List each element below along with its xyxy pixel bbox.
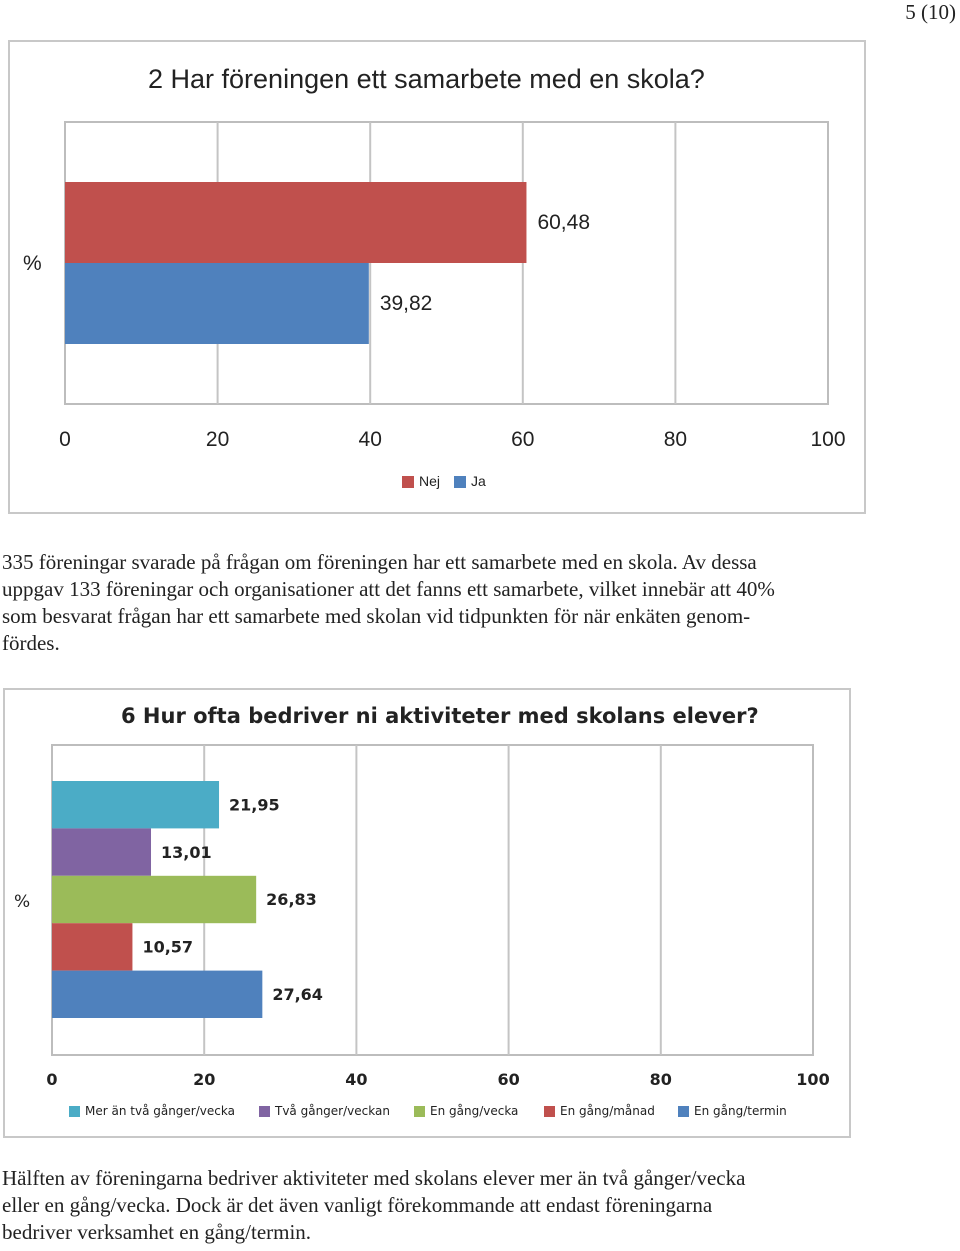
- y-axis-label: %: [14, 892, 30, 912]
- bar: [65, 182, 527, 263]
- legend-swatch: [402, 476, 414, 488]
- bar: [52, 781, 220, 829]
- chart-title: 2 Har föreningen ett samarbete med en sk…: [148, 64, 705, 94]
- legend-swatch: [544, 1106, 555, 1117]
- paragraph-activities: Hälften av föreningarna bedriver aktivit…: [2, 1165, 957, 1246]
- bar-data-label: 39,82: [380, 292, 433, 315]
- paragraph2-line: Hälften av föreningarna bedriver aktivit…: [2, 1166, 746, 1190]
- paragraph2-line: eller en gång/vecka. Dock är det även va…: [2, 1193, 713, 1217]
- x-tick-label: 40: [345, 1070, 367, 1089]
- bar: [52, 970, 263, 1018]
- x-tick-label: 20: [193, 1070, 215, 1089]
- x-tick-label: 60: [511, 428, 534, 451]
- paragraph1-line: fördes.: [2, 631, 60, 655]
- bar-data-label: 10,57: [142, 938, 193, 957]
- chart-school-cooperation: 2 Har föreningen ett samarbete med en sk…: [8, 40, 866, 514]
- paragraph1-line: som besvarat frågan har ett samarbete me…: [2, 604, 751, 628]
- y-axis-label: %: [23, 252, 42, 275]
- legend-label: En gång/termin: [694, 1104, 787, 1118]
- legend-swatch: [259, 1106, 270, 1117]
- legend-label: Mer än två gånger/vecka: [85, 1104, 235, 1118]
- chart-title: 6 Hur ofta bedriver ni aktiviteter med s…: [121, 704, 759, 728]
- bar-data-label: 27,64: [272, 985, 323, 1004]
- paragraph-cooperation: 335 föreningar svarade på frågan om före…: [2, 549, 957, 657]
- legend-swatch: [454, 476, 466, 488]
- bar-data-label: 13,01: [161, 843, 212, 862]
- chart-school-cooperation-svg: 2 Har föreningen ett samarbete med en sk…: [23, 64, 846, 489]
- x-tick-label: 0: [46, 1070, 57, 1089]
- legend-swatch: [69, 1106, 80, 1117]
- x-tick-label: 20: [206, 428, 229, 451]
- x-tick-label: 80: [650, 1070, 672, 1089]
- legend-label: Ja: [471, 473, 486, 489]
- x-tick-label: 60: [497, 1070, 519, 1089]
- chart-activity-frequency-svg: 6 Hur ofta bedriver ni aktiviteter med s…: [14, 704, 830, 1118]
- bar-data-label: 60,48: [537, 211, 590, 234]
- x-tick-label: 100: [810, 428, 845, 451]
- legend-label: En gång/vecka: [430, 1104, 518, 1118]
- chart-activity-frequency: 6 Hur ofta bedriver ni aktiviteter med s…: [3, 688, 851, 1138]
- paragraph1-line: 335 föreningar svarade på frågan om före…: [2, 550, 757, 574]
- x-tick-label: 40: [359, 428, 382, 451]
- legend-label: Två gånger/veckan: [274, 1104, 390, 1118]
- bar: [52, 875, 257, 924]
- x-tick-label: 80: [664, 428, 687, 451]
- bar-data-label: 26,83: [266, 890, 317, 909]
- paragraph2-line: bedriver verksamhet en gång/termin.: [2, 1220, 312, 1244]
- legend-label: En gång/månad: [560, 1104, 655, 1118]
- page-number: 5 (10): [905, 0, 956, 24]
- legend-swatch: [414, 1106, 425, 1117]
- bar-data-label: 21,95: [229, 795, 280, 814]
- legend-label: Nej: [419, 473, 440, 489]
- paragraph1-line: uppgav 133 föreningar och organisationer…: [2, 577, 775, 601]
- x-tick-label: 0: [59, 428, 71, 451]
- bar: [52, 923, 133, 971]
- bar: [65, 263, 369, 344]
- legend-swatch: [678, 1106, 689, 1117]
- bar: [52, 828, 152, 876]
- x-tick-label: 100: [796, 1070, 829, 1089]
